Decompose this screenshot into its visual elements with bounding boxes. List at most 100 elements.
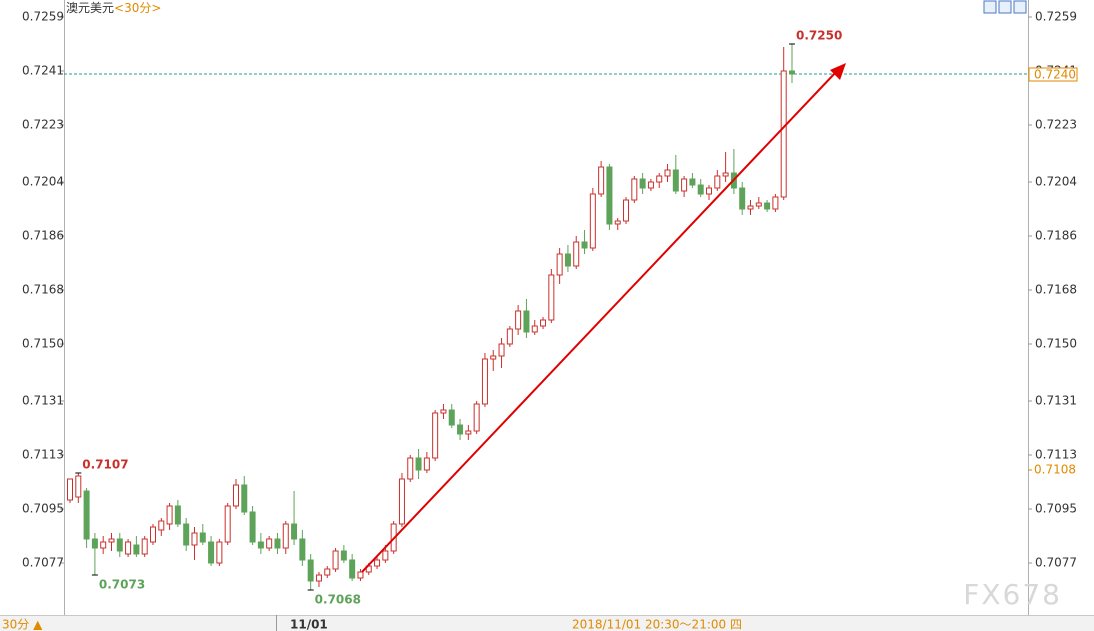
candle-body (631, 178, 638, 201)
candle-body (448, 409, 455, 426)
candle-body (274, 538, 281, 549)
last-price-label: 0.7240 (1034, 68, 1076, 82)
candle-body (639, 178, 646, 189)
candle-body (291, 523, 298, 540)
arrow-head (830, 63, 846, 80)
y-tick-label: 0.7241 (22, 64, 64, 78)
candle-body (498, 343, 505, 357)
ref-price-label: 0.7108 (1034, 463, 1076, 477)
candle-body (589, 193, 596, 249)
candle-body (125, 541, 132, 555)
y-tick-label: 0.7168 (1035, 283, 1077, 297)
candle-body (149, 526, 156, 543)
trend-arrow (361, 63, 846, 573)
candle-body (689, 178, 696, 186)
y-tick-label: 0.7077 (22, 556, 64, 570)
candle-body (747, 205, 754, 210)
annotation-label: 0.7073 (99, 578, 145, 592)
candle-body (490, 355, 497, 360)
watermark: FX678 (963, 578, 1062, 611)
toolbar-icons[interactable] (983, 0, 1027, 14)
candle-body (656, 175, 663, 183)
candle-body (75, 475, 82, 498)
chart-title: 澳元美元<30分> (66, 1, 161, 15)
tool-icon[interactable] (983, 0, 997, 14)
candle-body (506, 328, 513, 345)
title-period: <30分> (114, 1, 161, 15)
annotation-label: 0.7250 (796, 29, 842, 43)
y-tick-label: 0.7095 (1035, 502, 1077, 516)
annotation-label: 0.7107 (82, 458, 128, 472)
candle-body (174, 505, 181, 525)
candle-body (564, 253, 571, 267)
candle-body (540, 319, 547, 327)
candle-body (722, 172, 729, 177)
candle-body (515, 310, 522, 330)
candle-body (191, 532, 198, 546)
candle-body (324, 568, 331, 576)
last-price-box (1028, 67, 1078, 82)
candle-body (357, 571, 364, 579)
candle-body (573, 241, 580, 267)
candle-body (158, 520, 165, 531)
candle-body (623, 199, 630, 222)
candle-body (83, 490, 90, 540)
candle-body (332, 550, 339, 570)
candle-body (606, 166, 613, 225)
candle-body (764, 202, 771, 210)
plot-area: 0.72590.72590.72410.72410.72230.72230.72… (22, 10, 1078, 607)
y-tick-label: 0.7259 (22, 10, 64, 24)
y-tick-label: 0.7077 (1035, 556, 1077, 570)
y-tick-label: 0.7150 (1035, 337, 1077, 351)
candle-body (166, 505, 173, 525)
y-tick-label: 0.7204 (22, 175, 64, 189)
y-tick-label: 0.7168 (22, 283, 64, 297)
candle-body (282, 523, 289, 549)
y-tick-label: 0.7223 (22, 118, 64, 132)
candle-body (257, 541, 264, 549)
time-range: 2018/11/01 20:30～21:00 四 (572, 618, 742, 631)
candle-body (415, 457, 422, 471)
candle-body (340, 550, 347, 561)
candle-body (697, 184, 704, 195)
tool-icon[interactable] (998, 0, 1012, 14)
candle-body (706, 187, 713, 195)
candle-body (374, 559, 381, 567)
arrow-shaft (361, 71, 837, 573)
candle-body (382, 550, 389, 561)
candle-body (789, 70, 795, 75)
y-tick-label: 0.7113 (1035, 448, 1077, 462)
tool-icon[interactable] (1013, 0, 1027, 14)
candle-body (208, 541, 215, 564)
candle-body (91, 538, 98, 549)
y-tick-label: 0.7150 (22, 337, 64, 351)
candle-body (266, 538, 273, 549)
y-tick-label: 0.7186 (22, 229, 64, 243)
candle-body (531, 325, 538, 333)
candle-body (67, 478, 73, 501)
y-tick-label: 0.7204 (1035, 175, 1077, 189)
candle-body (647, 181, 654, 189)
candle-body (672, 169, 679, 192)
candle-body (780, 70, 787, 198)
candle-body (598, 166, 605, 195)
y-tick-label: 0.7131 (1035, 394, 1077, 408)
candle-body (315, 574, 322, 582)
candle-body (108, 538, 115, 543)
candle-body (681, 178, 688, 192)
y-tick-label: 0.7259 (1035, 10, 1077, 24)
candle-body (232, 484, 239, 507)
period-button[interactable]: 30分 ▲ (2, 618, 43, 631)
candle-body (116, 538, 123, 552)
footer-bar (0, 615, 1094, 631)
candle-body (457, 424, 464, 435)
candle-body (714, 175, 721, 189)
annotation-label: 0.7068 (315, 593, 361, 607)
title-name: 澳元美元 (66, 1, 114, 15)
candle-body (141, 538, 148, 555)
y-tick-label: 0.7223 (1035, 118, 1077, 132)
candle-body (224, 505, 231, 543)
candle-body (465, 430, 472, 435)
